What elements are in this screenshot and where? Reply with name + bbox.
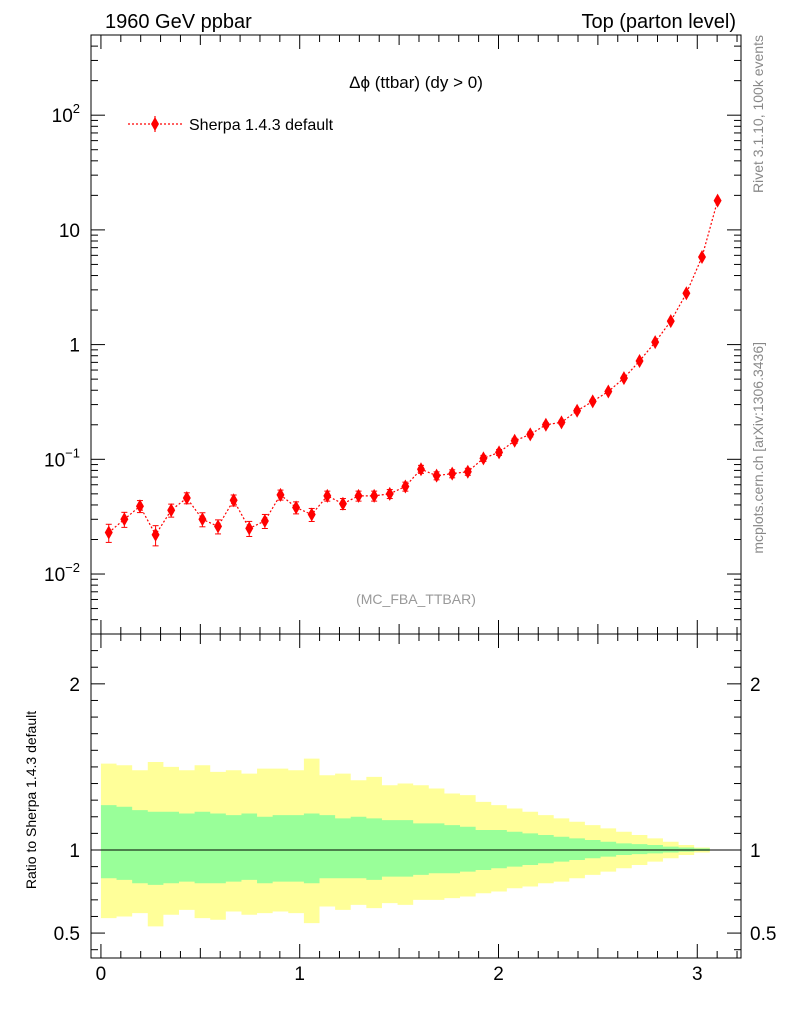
main-data-layer	[104, 193, 722, 547]
data-point	[651, 335, 660, 350]
ratio-y-tick-label-right: 2	[750, 675, 761, 696]
legend: Sherpa 1.4.3 default	[128, 116, 334, 134]
ratio-y-tick-label-left: 0.5	[54, 924, 80, 945]
ratio-frame	[90, 633, 742, 959]
ratio-y-tick-label-right: 0.5	[750, 924, 776, 945]
data-point	[666, 314, 675, 329]
data-point	[463, 464, 472, 479]
ratio-data-layer	[91, 758, 741, 927]
data-point	[260, 513, 269, 528]
data-point	[416, 462, 425, 477]
data-point	[526, 427, 535, 442]
y-tick-label: 10−1	[44, 445, 80, 471]
data-point	[401, 479, 410, 494]
legend-label: Sherpa 1.4.3 default	[189, 117, 334, 134]
data-point	[385, 486, 394, 501]
analysis-id: (MC_FBA_TTBAR)	[356, 591, 476, 607]
data-point	[276, 487, 285, 502]
ratio-ylabel: Ratio to Sherpa 1.4.3 default	[23, 711, 39, 889]
data-point	[698, 250, 706, 265]
data-point	[354, 488, 363, 503]
mcplots-label: mcplots.cern.ch [arXiv:1306.3436]	[750, 342, 766, 554]
x-tick-label: 0	[96, 964, 107, 985]
data-point	[604, 384, 613, 399]
data-point	[573, 403, 582, 418]
ratio-y-tick-label-left: 1	[69, 841, 80, 862]
y-tick-label: 10	[59, 221, 80, 242]
data-point	[495, 445, 504, 460]
y-tick-label: 102	[52, 101, 80, 127]
data-point	[682, 286, 691, 301]
header-left: 1960 GeV ppbar	[105, 11, 252, 33]
main-panel: 10−2 10−1 1 10 102 Δϕ (ttbar) (dy > 0) (MC_F…	[44, 34, 742, 635]
data-point	[292, 500, 301, 515]
ratio-ticks-layer: 0.5 0.5 1 1 2 2 0 1 2 3	[54, 634, 776, 985]
data-point	[198, 512, 207, 527]
main-title: Δϕ (ttbar) (dy > 0)	[349, 73, 483, 92]
data-point	[635, 353, 644, 368]
legend-marker	[151, 117, 159, 131]
y-tick-label: 10−2	[44, 560, 80, 586]
x-tick-label: 2	[493, 964, 504, 985]
uncertainty-band	[100, 805, 726, 885]
data-point	[619, 371, 628, 386]
header-right: Top (parton level)	[581, 11, 736, 33]
ratio-panel: 0.5 0.5 1 1 2 2 0 1 2 3 Ratio to Sherpa 1.4.3 def…	[23, 633, 776, 985]
data-point	[120, 512, 129, 527]
rivet-label: Rivet 3.1.10, 100k events	[750, 35, 766, 193]
data-point	[135, 499, 144, 514]
data-point	[370, 488, 379, 503]
data-point	[541, 417, 550, 432]
ratio-y-tick-label-right: 1	[750, 841, 761, 862]
data-point	[510, 433, 519, 448]
data-point	[182, 490, 191, 505]
data-point	[214, 519, 223, 534]
x-tick-label: 1	[294, 964, 305, 985]
data-point	[167, 503, 176, 518]
data-point	[448, 466, 457, 481]
data-point	[338, 496, 347, 511]
data-point	[713, 193, 722, 208]
data-point	[432, 468, 441, 483]
y-tick-label: 1	[69, 336, 80, 357]
data-point	[104, 525, 113, 540]
series-line	[108, 200, 719, 536]
x-tick-label: 3	[692, 964, 703, 985]
data-point	[588, 394, 597, 409]
main-ticks-layer: 10−2 10−1 1 10 102	[44, 34, 741, 635]
ratio-y-tick-label-left: 2	[69, 675, 80, 696]
data-point	[307, 507, 316, 522]
data-point	[245, 521, 254, 536]
data-point	[151, 527, 160, 542]
data-point	[557, 415, 566, 430]
data-point	[479, 451, 488, 466]
data-point	[323, 488, 332, 503]
data-point	[229, 493, 238, 508]
